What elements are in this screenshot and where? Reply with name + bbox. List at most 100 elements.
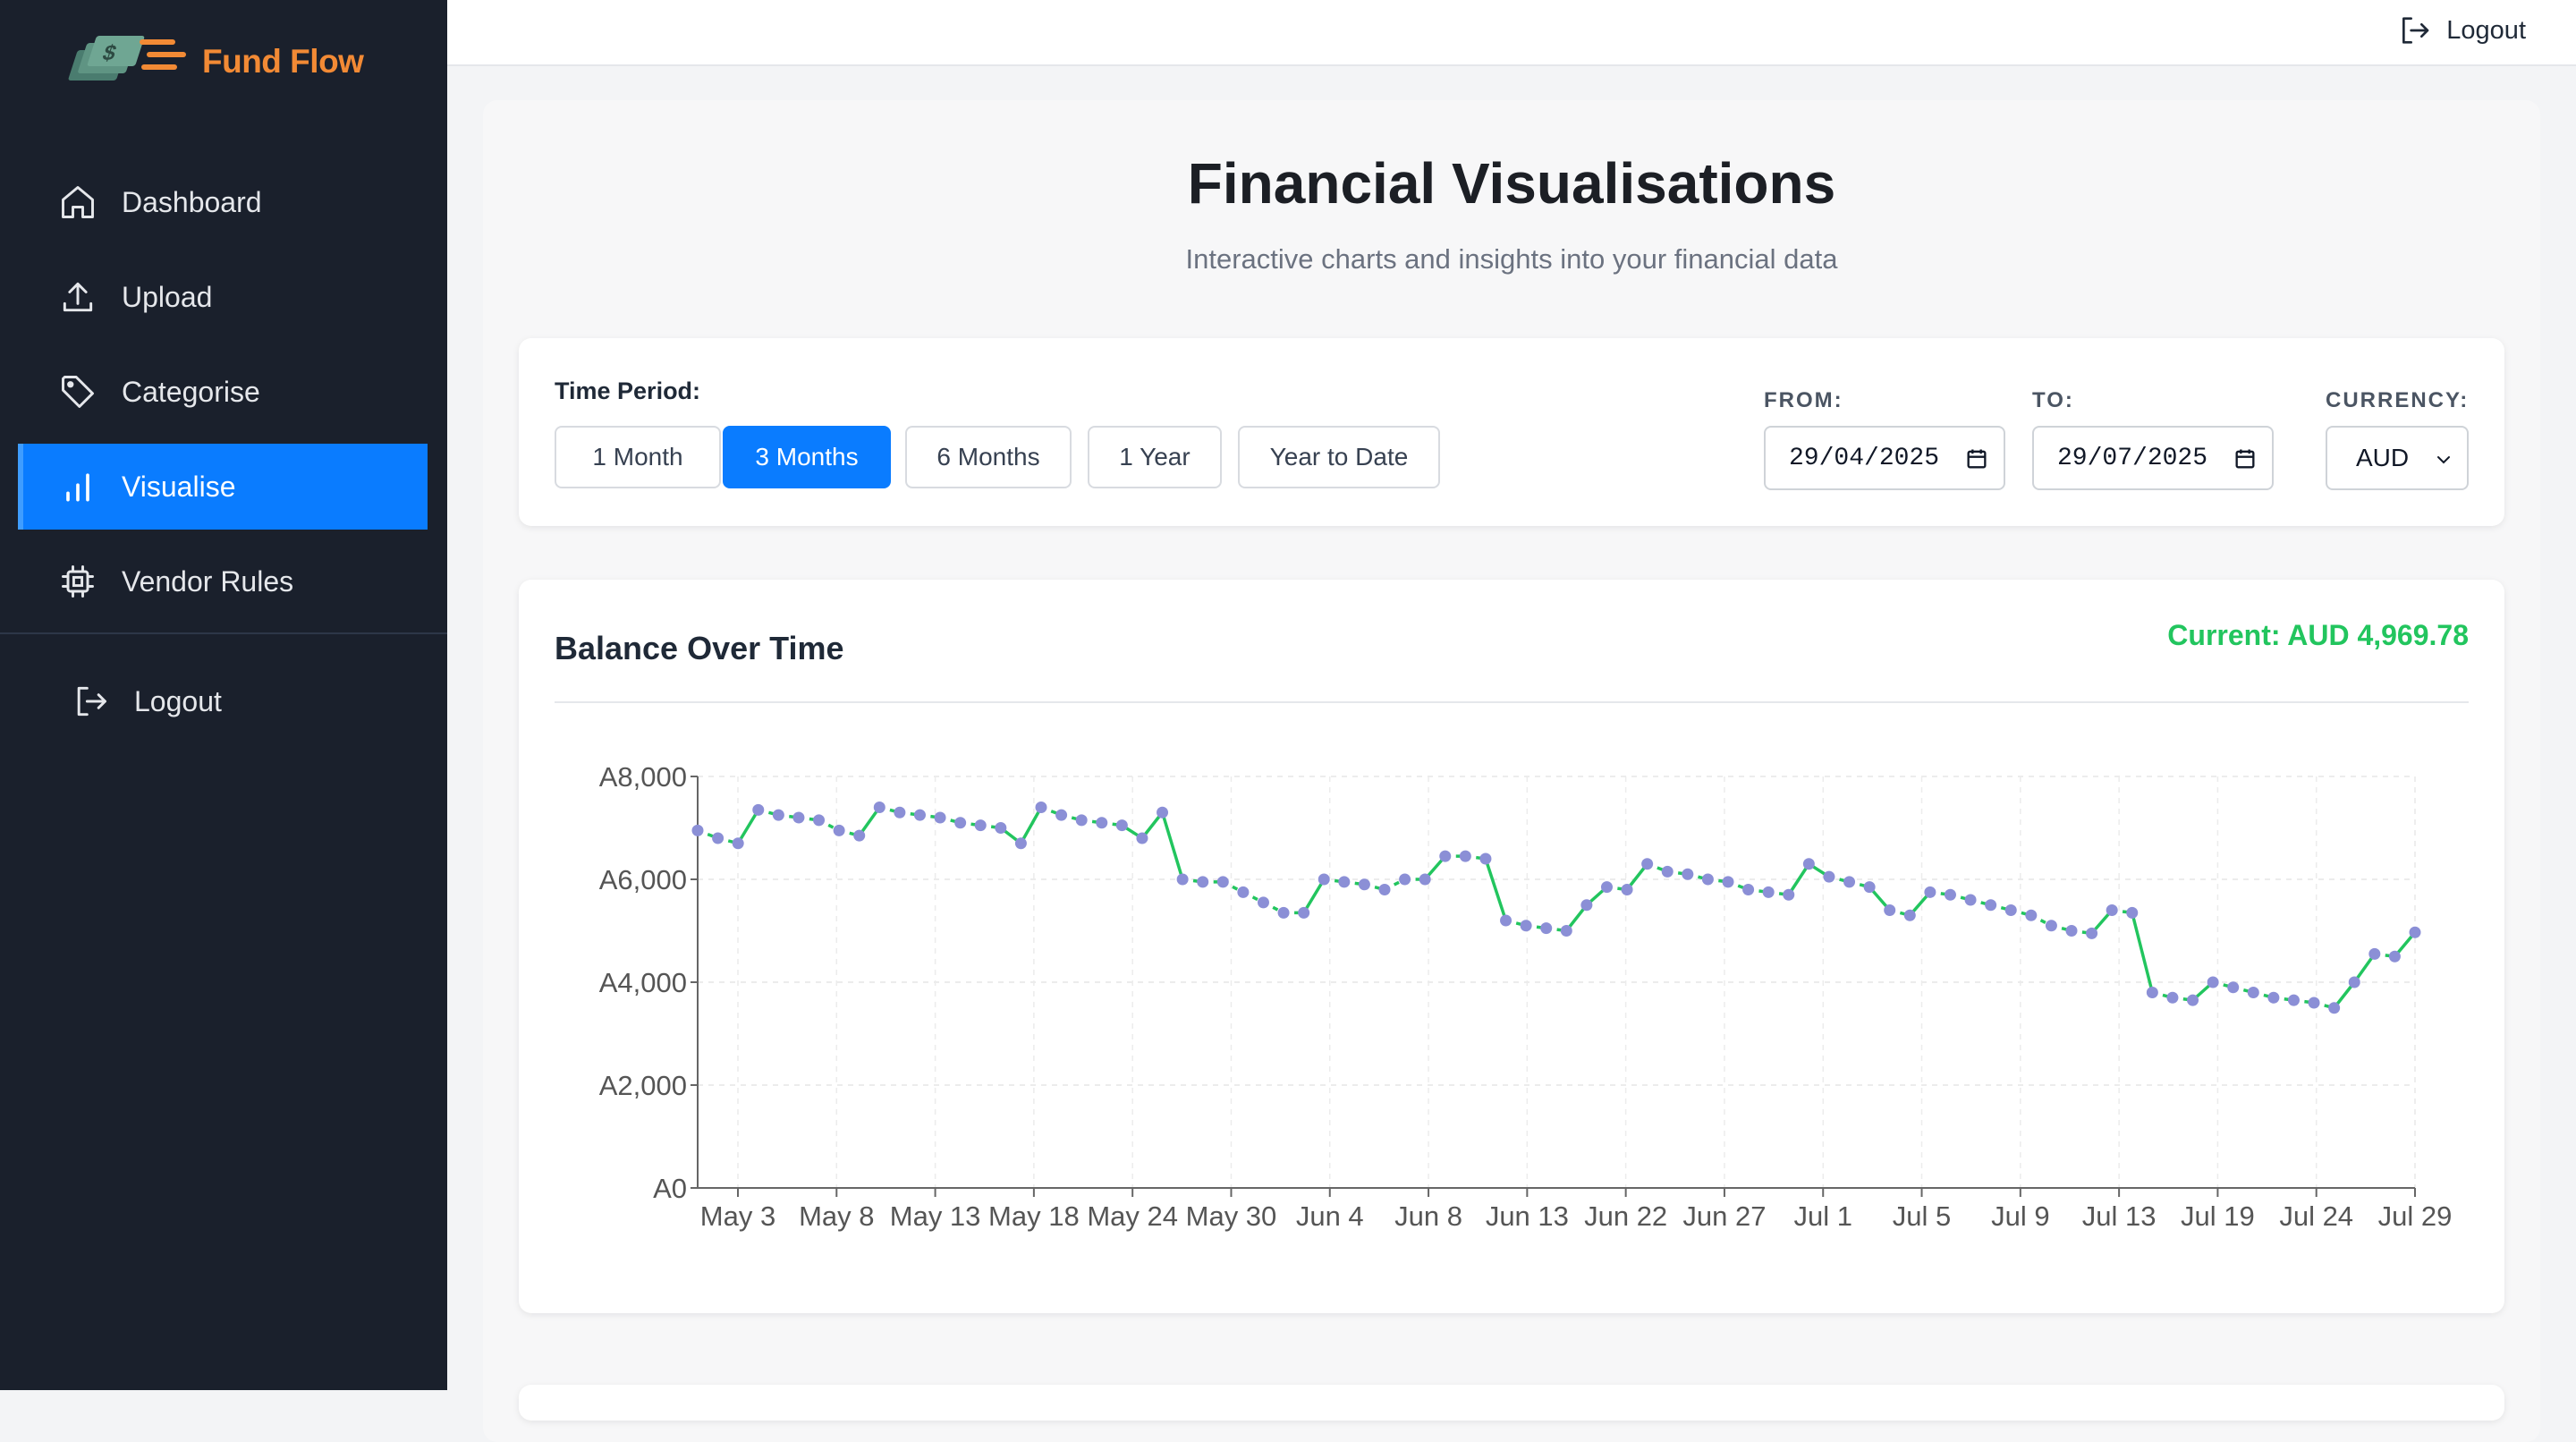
data-point [1358, 878, 1370, 891]
x-tick-label: May 18 [988, 1200, 1080, 1232]
data-point [1439, 850, 1452, 862]
x-tick-label: May 30 [1186, 1200, 1277, 1232]
data-point [1520, 920, 1532, 932]
period-1-month-button[interactable]: 1 Month [555, 426, 721, 488]
chip-icon [62, 565, 94, 598]
data-point [1944, 888, 1956, 901]
data-point [2409, 926, 2421, 938]
data-point [1964, 894, 1977, 906]
x-tick-label: Jul 24 [2279, 1200, 2353, 1232]
data-point [1884, 904, 1896, 916]
data-point [1682, 868, 1694, 880]
logout-button[interactable]: Logout [2396, 13, 2526, 48]
data-point [2086, 927, 2098, 939]
data-point [1783, 888, 1795, 901]
data-point [1075, 814, 1088, 827]
data-point [2388, 950, 2401, 963]
sidebar-logout-button[interactable]: Logout [30, 658, 440, 744]
data-point [1560, 925, 1572, 937]
data-point [712, 832, 724, 844]
data-point [752, 803, 765, 816]
data-point [1318, 873, 1330, 886]
data-point [2106, 904, 2118, 916]
sidebar-item-visualise[interactable]: Visualise [18, 444, 428, 530]
series-line-segment [736, 809, 760, 844]
sidebar-item-dashboard[interactable]: Dashboard [18, 159, 428, 245]
data-point [1985, 899, 1997, 912]
data-point [2247, 987, 2259, 998]
sidebar-item-upload[interactable]: Upload [18, 254, 428, 340]
sidebar-item-label: Vendor Rules [122, 564, 294, 598]
data-point [853, 829, 866, 842]
data-point [1661, 865, 1674, 878]
data-point [1176, 873, 1189, 886]
sidebar-item-categorise[interactable]: Categorise [18, 349, 428, 435]
data-point [1378, 884, 1391, 895]
data-point [1399, 873, 1411, 886]
data-point [954, 817, 967, 829]
series-line-segment [1160, 811, 1184, 880]
home-icon [62, 186, 94, 218]
data-point [1055, 809, 1068, 821]
top-bar: Logout [447, 0, 2576, 66]
data-point [894, 806, 906, 819]
data-point [1216, 876, 1229, 888]
data-point [1500, 914, 1513, 927]
data-point [2126, 906, 2139, 919]
data-point [2187, 994, 2199, 1006]
series-line-segment [1302, 878, 1326, 914]
x-tick-label: Jul 5 [1893, 1200, 1951, 1232]
data-point [1277, 906, 1290, 919]
x-tick-label: Jul 19 [2181, 1200, 2255, 1232]
x-tick-label: Jul 29 [2378, 1200, 2453, 1232]
series-line-segment [1019, 806, 1043, 844]
data-point [1338, 876, 1351, 888]
calendar-icon[interactable] [2233, 446, 2258, 471]
from-label: FROM: [1764, 388, 1843, 412]
currency-select[interactable]: AUD [2326, 426, 2469, 490]
data-point [1136, 832, 1148, 844]
to-label: TO: [2032, 388, 2074, 412]
period-6-months-button[interactable]: 6 Months [905, 426, 1072, 488]
data-point [913, 809, 926, 821]
data-point [833, 824, 845, 836]
y-tick-label: A2,000 [599, 1070, 687, 1101]
data-point [1115, 819, 1128, 832]
to-date-input[interactable]: 29/07/2025 [2032, 426, 2274, 490]
data-point [1096, 817, 1108, 829]
period-ytd-button[interactable]: Year to Date [1238, 426, 1440, 488]
sidebar-item-label: Visualise [122, 470, 236, 503]
logout-icon [77, 686, 106, 717]
chart-divider [555, 701, 2469, 703]
sidebar-item-label: Upload [122, 280, 213, 313]
data-point [1621, 884, 1633, 895]
x-tick-label: Jul 9 [1991, 1200, 2049, 1232]
to-date-value: 29/07/2025 [2057, 444, 2208, 472]
from-date-value: 29/04/2025 [1789, 444, 1940, 472]
data-point [934, 811, 946, 824]
data-point [2146, 987, 2158, 998]
data-point [995, 822, 1007, 834]
balance-line-chart: A0 A2,000 A4,000 A6,000 A8,000 May 3 May 8 May … [599, 761, 2453, 1232]
data-point [1762, 886, 1775, 898]
data-point [1580, 899, 1593, 912]
data-point [732, 837, 744, 850]
brand[interactable]: $ Fund Flow [64, 30, 364, 93]
x-tick-label: May 3 [700, 1200, 775, 1232]
data-point [1924, 886, 1936, 898]
calendar-icon[interactable] [1964, 446, 1989, 471]
data-point [2328, 1002, 2341, 1014]
sidebar-logout-label: Logout [134, 684, 222, 717]
sidebar-item-vendor-rules[interactable]: Vendor Rules [18, 539, 428, 624]
data-point [2025, 909, 2038, 921]
period-3-months-button[interactable]: 3 Months [723, 426, 891, 488]
currency-label: CURRENCY: [2326, 388, 2470, 412]
from-date-input[interactable]: 29/04/2025 [1764, 426, 2005, 490]
data-point [1600, 881, 1613, 894]
x-tick-label: May 13 [890, 1200, 981, 1232]
x-tick-label: Jun 8 [1394, 1200, 1462, 1232]
y-tick-label: A6,000 [599, 864, 687, 895]
balance-chart-card: Balance Over Time Current: AUD 4,969.78 … [519, 580, 2504, 1313]
period-1-year-button[interactable]: 1 Year [1088, 426, 1222, 488]
data-point [1802, 858, 1815, 870]
